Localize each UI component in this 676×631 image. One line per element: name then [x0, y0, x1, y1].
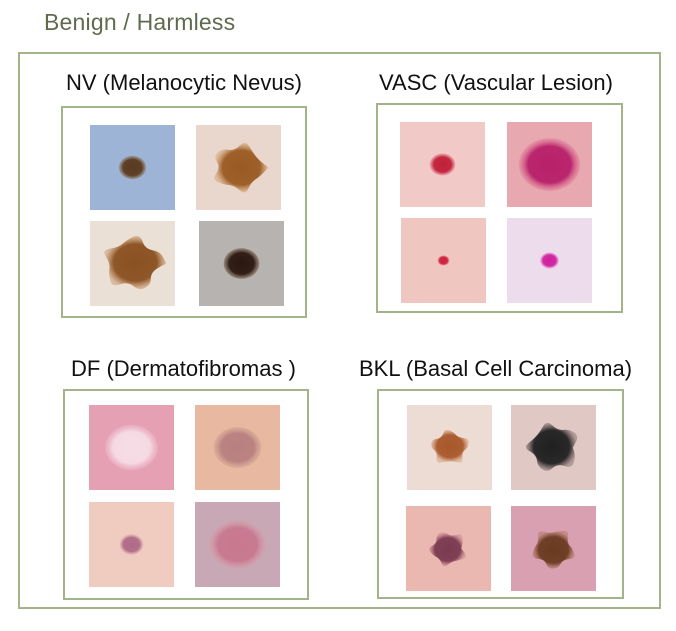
- benign-category-frame: [18, 52, 661, 609]
- lesion-image: [90, 221, 175, 306]
- lesion-image: [407, 405, 492, 490]
- lesion-image: [196, 125, 281, 210]
- group-title-nv: NV (Melanocytic Nevus): [66, 70, 302, 95]
- page-title: Benign / Harmless: [44, 9, 236, 35]
- panel-nv: [61, 106, 307, 318]
- lesion-image: [195, 502, 280, 587]
- lesion-image: [511, 506, 596, 591]
- group-title-vasc: VASC (Vascular Lesion): [379, 70, 613, 95]
- lesion-image: [401, 218, 486, 303]
- lesion-image: [507, 218, 592, 303]
- group-title-df: DF (Dermatofibromas ): [71, 356, 296, 381]
- lesion-image: [195, 405, 280, 490]
- lesion-image: [89, 502, 174, 587]
- panel-df: [63, 389, 309, 600]
- lesion-image: [199, 221, 284, 306]
- group-title-bkl: BKL (Basal Cell Carcinoma): [359, 356, 633, 381]
- lesion-image: [406, 506, 491, 591]
- lesion-image: [400, 122, 485, 207]
- panel-bkl: [377, 389, 624, 599]
- panel-vasc: [376, 103, 623, 313]
- lesion-image: [511, 405, 596, 490]
- lesion-image: [89, 405, 174, 490]
- lesion-image: [507, 122, 592, 207]
- lesion-image: [90, 125, 175, 210]
